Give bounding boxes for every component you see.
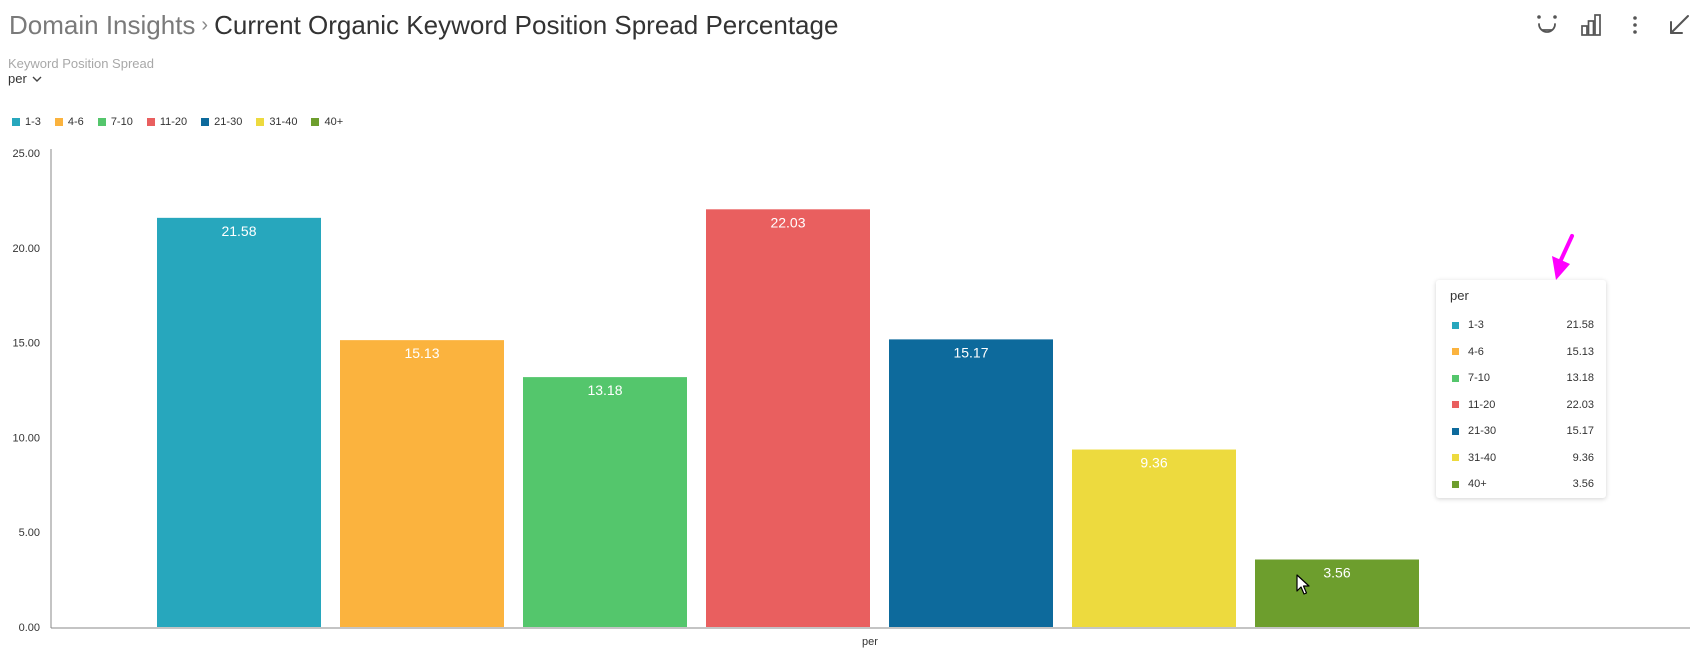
legend-item[interactable]: 31-40: [256, 116, 297, 128]
chart-tooltip: per 1-3 21.58 4-6 15.13 7-10 13.18 11-20 22.03 2…: [1436, 280, 1606, 498]
legend-swatch: [97, 118, 106, 126]
bar-data-label: 15.13: [404, 345, 439, 361]
tooltip-value: 13.18: [1566, 372, 1594, 384]
tooltip-label: 7-10: [1468, 372, 1491, 384]
tooltip-swatch: [1452, 401, 1459, 408]
tooltip-row: 1-3 21.58: [1452, 317, 1594, 333]
legend-swatch: [311, 118, 320, 126]
breadcrumb: Domain Insights › Current Organic Keywor…: [9, 8, 838, 42]
tooltip-row: 7-10 13.18: [1452, 370, 1594, 386]
tooltip-label: 31-40: [1468, 451, 1497, 464]
legend-item[interactable]: 40+: [311, 116, 343, 128]
y-tick-label: 25.00: [12, 148, 40, 160]
bar: [1255, 559, 1419, 627]
bar: [889, 339, 1053, 627]
legend-item[interactable]: 4-6: [54, 116, 84, 128]
more-options-button[interactable]: [1620, 10, 1650, 40]
ai-sparkle-icon: [1537, 15, 1557, 33]
tooltip-label: 11-20: [1468, 398, 1496, 411]
legend-label: 31-40: [269, 116, 298, 128]
y-tick-label: 5.00: [19, 527, 40, 539]
legend-item[interactable]: 1-3: [12, 116, 41, 128]
y-tick-label: 0.00: [19, 622, 40, 634]
legend-label: 1-3: [25, 116, 41, 128]
legend-item[interactable]: 7-10: [97, 116, 133, 128]
tooltip-label: 21-30: [1468, 425, 1497, 437]
tooltip-row: 31-40 9.36: [1452, 450, 1594, 466]
bar: [1072, 449, 1236, 627]
chart-subtitle: Keyword Position Spread: [8, 56, 154, 71]
bar-data-label: 15.17: [953, 344, 988, 360]
bar: [523, 377, 687, 627]
legend-label: 40+: [324, 116, 344, 128]
tooltip-value: 21.58: [1566, 319, 1594, 331]
legend-item[interactable]: 11-20: [146, 116, 188, 128]
x-axis-label: per: [862, 636, 878, 648]
tooltip-row: 40+ 3.56: [1452, 476, 1594, 492]
legend-swatch: [256, 118, 265, 126]
tooltip-swatch: [1452, 374, 1459, 382]
tooltip-row: 11-20 22.03: [1452, 397, 1594, 413]
page-title: Current Organic Keyword Position Spread …: [214, 9, 839, 40]
legend-item[interactable]: 21-30: [201, 116, 242, 128]
y-tick-label: 10.00: [12, 432, 40, 444]
tooltip-swatch: [1452, 480, 1459, 488]
tooltip-swatch: [1452, 321, 1459, 329]
tooltip-row: 4-6 15.13: [1452, 344, 1594, 360]
tooltip-label: 1-3: [1468, 319, 1484, 331]
y-tick-label: 20.00: [12, 243, 40, 255]
legend-swatch: [12, 118, 20, 126]
bar-data-label: 21.58: [221, 223, 256, 239]
tooltip-value: 15.17: [1566, 425, 1594, 437]
bar: [340, 340, 504, 627]
breadcrumb-separator: ›: [201, 13, 209, 36]
tooltip-value: 3.56: [1572, 478, 1594, 490]
bar-data-label: 9.36: [1140, 455, 1167, 471]
chart-legend: 1-3 4-6 7-10 11-20 21-30 31-40 40+: [12, 116, 343, 128]
measure-dropdown[interactable]: per: [8, 71, 43, 86]
bar-chart: 0.00 5.00 10.00 15.00 20.00 25.00 21.58 15.13 13…: [12, 148, 1690, 648]
annotation-arrow-icon: [1552, 234, 1574, 280]
bar-data-label: 22.03: [770, 214, 805, 230]
bar-chart-icon: [1581, 14, 1601, 36]
legend-label: 11-20: [159, 116, 188, 128]
y-tick-label: 15.00: [12, 338, 40, 350]
ai-sparkle-button[interactable]: [1532, 10, 1562, 40]
collapse-button[interactable]: [1664, 10, 1694, 40]
tooltip-swatch: [1452, 454, 1459, 461]
tooltip-label: 40+: [1468, 478, 1487, 490]
legend-label: 4-6: [67, 116, 84, 128]
tooltip-swatch: [1452, 348, 1459, 355]
bar: [706, 209, 870, 627]
more-vertical-icon: [1633, 16, 1637, 34]
chart-type-button[interactable]: [1576, 10, 1606, 40]
toolbar: [1532, 10, 1694, 40]
mouse-cursor-icon: [1296, 574, 1310, 595]
chevron-down-icon: [32, 76, 42, 82]
bar-data-label: 13.18: [587, 382, 622, 398]
bar-data-label: 3.56: [1323, 565, 1350, 581]
legend-swatch: [146, 118, 155, 126]
legend-swatch: [201, 118, 210, 126]
legend-swatch: [54, 118, 63, 126]
legend-label: 21-30: [214, 116, 243, 128]
tooltip-row: 21-30 15.17: [1452, 423, 1594, 439]
breadcrumb-root[interactable]: Domain Insights: [9, 9, 196, 40]
collapse-arrow-icon: [1670, 15, 1689, 34]
tooltip-label: 4-6: [1468, 345, 1484, 358]
tooltip-title: per: [1450, 288, 1469, 303]
dropdown-value: per: [8, 71, 27, 86]
tooltip-swatch: [1452, 427, 1459, 435]
legend-label: 7-10: [110, 116, 133, 128]
tooltip-value: 9.36: [1572, 451, 1594, 464]
tooltip-value: 15.13: [1566, 345, 1594, 358]
tooltip-value: 22.03: [1566, 398, 1594, 411]
bar: [157, 217, 321, 627]
